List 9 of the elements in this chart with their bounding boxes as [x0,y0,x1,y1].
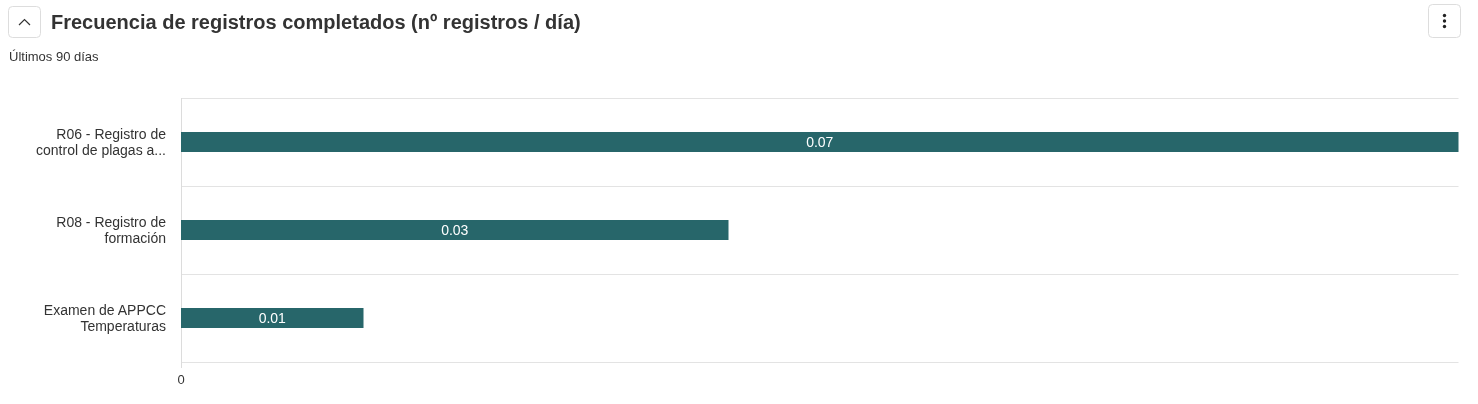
text: Últimos 90 días [9,49,100,64]
chart-title: Frecuencia de registros completados (nº registros / día) [51,11,581,33]
data-label: 0.03 [441,222,469,238]
y-tick-label: R08 - Registro de formación [56,214,167,246]
y-tick-label: R06 - Registro de control de plagas a... [36,126,167,158]
data-label: 0.07 [806,134,834,150]
text: 0 [177,372,185,387]
y-tick-label: Examen de APPCC Temperaturas [43,302,166,334]
data-label: 0.01 [258,310,287,326]
